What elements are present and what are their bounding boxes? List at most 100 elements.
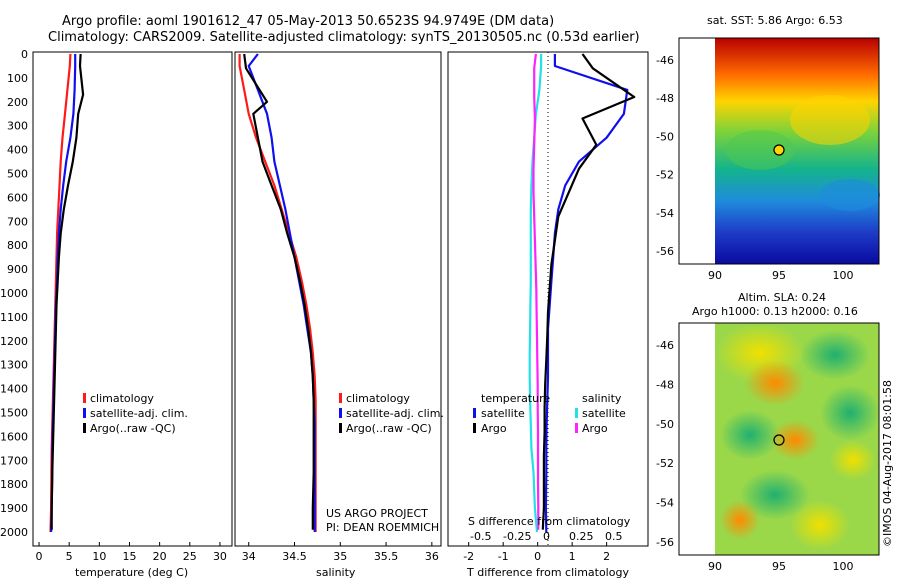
sst-map-frame bbox=[678, 37, 880, 265]
legend-label-climatology: climatology bbox=[346, 392, 410, 405]
sst-map bbox=[678, 37, 880, 265]
legend-swatch-climatology bbox=[83, 393, 86, 403]
legend-swatch-climatology bbox=[339, 393, 342, 403]
x-tick-label: 10 bbox=[92, 550, 106, 563]
depth-tick-label: 1400 bbox=[0, 383, 28, 396]
legend-label-argo: Argo(..raw -QC) bbox=[346, 422, 432, 435]
depth-tick-label: 600 bbox=[7, 191, 28, 204]
sla-blob-7 bbox=[830, 440, 876, 480]
depth-tick-label: 100 bbox=[7, 72, 28, 85]
depth-axis-ticks: 0 100 200 300 400 500 600 700 800 900 1000 1100 1200… bbox=[0, 48, 28, 539]
x-tick-label: 30 bbox=[213, 550, 227, 563]
depth-tick-label: 1300 bbox=[0, 359, 28, 372]
depth-tick-label: 1800 bbox=[0, 478, 28, 491]
sla-blob-2 bbox=[800, 330, 870, 380]
depth-tick-label: 1600 bbox=[0, 430, 28, 443]
sst-green-patch bbox=[726, 130, 794, 170]
x-tick-label: 1 bbox=[569, 550, 576, 563]
s-diff-tick-4: 0.25 bbox=[569, 530, 594, 543]
pi-label: PI: DEAN ROEMMICH bbox=[326, 521, 439, 534]
series-line-argo-raw-qc- bbox=[50, 53, 85, 530]
depth-tick-label: 1700 bbox=[0, 454, 28, 467]
x-tick-label: 5 bbox=[66, 550, 73, 563]
profile-curves bbox=[49, 53, 636, 533]
temperature-axis-label: temperature (deg C) bbox=[75, 566, 188, 579]
legend-label-satellite: satellite-adj. clim. bbox=[90, 407, 188, 420]
series-line-argo-raw-qc- bbox=[243, 53, 315, 530]
x-tick-label: 0 bbox=[534, 550, 541, 563]
legend-swatch-temp-argo bbox=[473, 423, 476, 433]
depth-tick-label: 900 bbox=[7, 263, 28, 276]
sst-map-title: sat. SST: 5.86 Argo: 6.53 bbox=[707, 14, 843, 27]
map-y-tick-label: -54 bbox=[656, 207, 674, 220]
legend-label-climatology: climatology bbox=[90, 392, 154, 405]
depth-tick-label: 0 bbox=[21, 48, 28, 61]
legend-label-temp-argo: Argo bbox=[481, 422, 507, 435]
legend-label-sal-argo: Argo bbox=[582, 422, 608, 435]
argo-location-marker bbox=[773, 144, 785, 156]
sla-map-frame bbox=[678, 322, 880, 556]
x-tick-label: 36 bbox=[425, 550, 439, 563]
sla-map-title1: Altim. SLA: 0.24 bbox=[738, 291, 826, 304]
x-tick-label: 35.5 bbox=[374, 550, 399, 563]
map-x-tick-label: 100 bbox=[833, 269, 854, 282]
t-difference-axis-label: T difference from climatology bbox=[466, 566, 629, 579]
salinity-panel bbox=[234, 51, 442, 547]
sst-map-ticks: 90 95 100 -46 -48 -50 -52 -54 -56 bbox=[656, 54, 853, 282]
sla-map-title2: Argo h1000: 0.13 h2000: 0.16 bbox=[692, 305, 858, 318]
x-tick-label: 15 bbox=[122, 550, 136, 563]
legend-swatch-satellite bbox=[339, 408, 342, 418]
map-y-tick-label: -48 bbox=[656, 378, 674, 391]
difference-legend: temperature salinity satellite Argo sate… bbox=[473, 392, 626, 435]
legend-label-satellite: satellite-adj. clim. bbox=[346, 407, 444, 420]
legend-swatch-sal-satellite bbox=[575, 408, 578, 418]
depth-tick-label: 1000 bbox=[0, 287, 28, 300]
x-axis-ticks: 0 5 10 15 20 25 30 34 34.5 35 35.5 36 -2 -1 0 1 2 bbox=[36, 542, 610, 563]
map-x-tick-label: 100 bbox=[833, 560, 854, 573]
legend-title-salinity: salinity bbox=[582, 392, 622, 405]
legend-swatch-satellite bbox=[83, 408, 86, 418]
depth-tick-label: 1900 bbox=[0, 502, 28, 515]
sla-blob-9 bbox=[790, 500, 850, 550]
map-y-tick-label: -52 bbox=[656, 169, 674, 182]
map-y-tick-label: -48 bbox=[656, 92, 674, 105]
sla-map bbox=[678, 322, 880, 556]
x-tick-label: 20 bbox=[153, 550, 167, 563]
sst-warm-patch bbox=[790, 95, 870, 145]
legend-label-sal-satellite: satellite bbox=[582, 407, 626, 420]
x-tick-label: 25 bbox=[183, 550, 197, 563]
x-tick-label: 34.5 bbox=[282, 550, 307, 563]
map-y-tick-label: -50 bbox=[656, 130, 674, 143]
map-y-tick-label: -56 bbox=[656, 245, 674, 258]
series-line-salinity-argo bbox=[532, 53, 540, 530]
legend-swatch-temp-satellite bbox=[473, 408, 476, 418]
x-tick-label: 35 bbox=[333, 550, 347, 563]
x-tick-label: -2 bbox=[463, 550, 474, 563]
depth-tick-label: 400 bbox=[7, 144, 28, 157]
depth-tick-label: 1200 bbox=[0, 335, 28, 348]
s-diff-tick-1: -0.5 bbox=[470, 530, 491, 543]
salinity-axis-label: salinity bbox=[316, 566, 356, 579]
s-diff-tick-5: 0.5 bbox=[605, 530, 623, 543]
legend-label-argo: Argo(..raw -QC) bbox=[90, 422, 176, 435]
series-line-temperature-satellite bbox=[544, 54, 629, 533]
temperature-legend: climatology satellite-adj. clim. Argo(..… bbox=[83, 392, 188, 435]
x-tick-label: 2 bbox=[603, 550, 610, 563]
temperature-panel bbox=[32, 51, 233, 547]
figure-title-line2: Climatology: CARS2009. Satellite-adjuste… bbox=[48, 30, 640, 45]
x-tick-label: 0 bbox=[36, 550, 43, 563]
legend-label-temp-satellite: satellite bbox=[481, 407, 525, 420]
s-difference-label: S difference from climatology bbox=[468, 515, 631, 528]
series-line-climatology bbox=[238, 54, 317, 532]
x-tick-label: 34 bbox=[242, 550, 256, 563]
legend-swatch-sal-argo bbox=[575, 423, 578, 433]
x-tick-label: -1 bbox=[498, 550, 509, 563]
depth-tick-label: 700 bbox=[7, 215, 28, 228]
map-y-tick-label: -56 bbox=[656, 536, 674, 549]
map-x-tick-label: 90 bbox=[708, 560, 722, 573]
project-label: US ARGO PROJECT bbox=[326, 507, 428, 520]
map-x-tick-label: 95 bbox=[772, 269, 786, 282]
legend-title-temperature: temperature bbox=[481, 392, 550, 405]
sla-blob-6 bbox=[770, 420, 820, 460]
